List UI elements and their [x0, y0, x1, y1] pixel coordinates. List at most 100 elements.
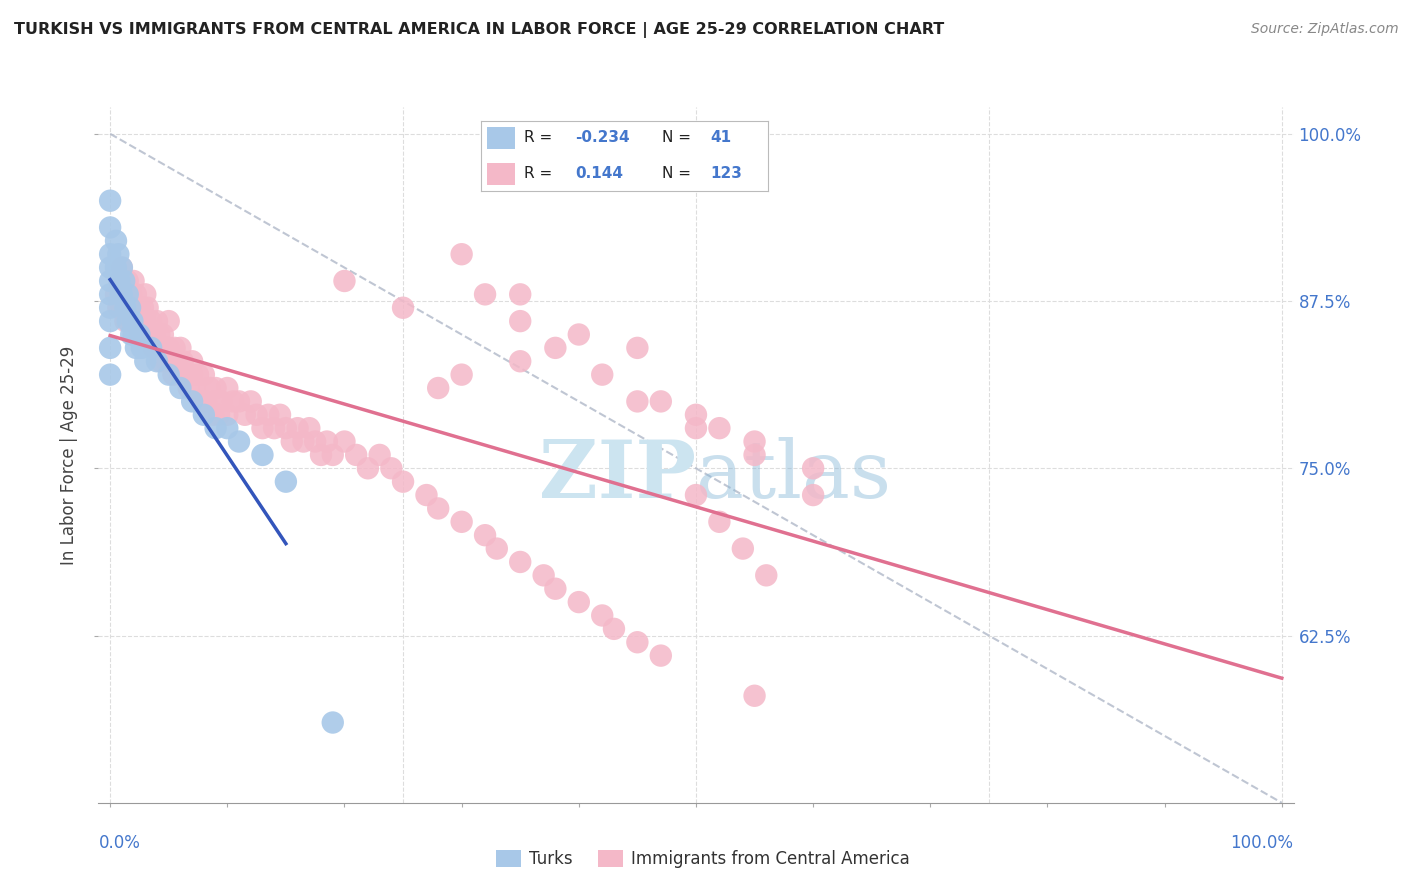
Point: [181, 354, 204, 368]
Point: [368, 448, 391, 462]
Point: [146, 314, 169, 328]
Point: [120, 327, 142, 342]
Point: [392, 475, 415, 489]
Point: [117, 287, 139, 301]
Point: [292, 434, 315, 449]
Point: [246, 408, 269, 422]
Point: [142, 341, 165, 355]
Point: [105, 260, 128, 275]
Point: [98, 260, 121, 275]
Point: [204, 381, 226, 395]
Point: [222, 394, 245, 409]
Point: [544, 582, 567, 596]
Point: [98, 247, 121, 261]
Point: [650, 394, 672, 409]
Point: [568, 327, 591, 342]
Point: [322, 448, 344, 462]
Point: [744, 434, 766, 449]
Point: [160, 354, 183, 368]
Point: [134, 314, 156, 328]
Point: [252, 448, 274, 462]
Point: [509, 555, 531, 569]
Point: [134, 354, 156, 368]
Point: [112, 274, 135, 288]
Point: [131, 341, 153, 355]
Point: [217, 421, 239, 435]
Point: [141, 314, 163, 328]
Text: Source: ZipAtlas.com: Source: ZipAtlas.com: [1251, 22, 1399, 37]
Point: [333, 274, 356, 288]
Point: [685, 421, 707, 435]
Point: [105, 287, 128, 301]
Point: [193, 408, 215, 422]
Point: [128, 327, 150, 342]
Point: [169, 341, 191, 355]
Point: [415, 488, 437, 502]
Point: [744, 689, 766, 703]
Point: [146, 354, 169, 368]
Point: [157, 341, 180, 355]
Point: [204, 394, 226, 409]
Point: [709, 421, 731, 435]
Point: [474, 528, 496, 542]
Point: [132, 301, 155, 315]
Point: [603, 622, 626, 636]
Point: [509, 354, 531, 368]
Point: [98, 194, 121, 208]
Point: [157, 368, 180, 382]
Point: [509, 287, 531, 301]
Point: [122, 301, 145, 315]
Point: [120, 287, 142, 301]
Point: [105, 234, 128, 248]
Point: [380, 461, 402, 475]
Point: [157, 314, 180, 328]
Y-axis label: In Labor Force | Age 25-29: In Labor Force | Age 25-29: [60, 345, 79, 565]
Point: [650, 648, 672, 663]
Point: [169, 381, 191, 395]
Point: [98, 220, 121, 235]
Point: [344, 448, 367, 462]
Point: [357, 461, 380, 475]
Point: [181, 368, 204, 382]
Point: [591, 368, 613, 382]
Point: [568, 595, 591, 609]
Text: ZIP: ZIP: [538, 437, 696, 515]
Point: [427, 381, 450, 395]
Point: [187, 368, 209, 382]
Point: [211, 394, 233, 409]
Point: [744, 448, 766, 462]
Point: [228, 434, 250, 449]
Point: [139, 327, 162, 342]
Point: [263, 421, 285, 435]
Point: [98, 287, 121, 301]
Point: [239, 394, 262, 409]
Point: [228, 394, 250, 409]
Point: [121, 314, 143, 328]
Point: [136, 301, 159, 315]
Point: [107, 247, 129, 261]
Point: [755, 568, 778, 582]
Point: [98, 341, 121, 355]
Point: [193, 368, 215, 382]
Point: [98, 314, 121, 328]
Point: [392, 301, 415, 315]
Point: [274, 421, 297, 435]
Point: [217, 408, 239, 422]
Point: [195, 394, 218, 409]
Point: [128, 327, 150, 342]
Point: [181, 394, 204, 409]
Point: [98, 368, 121, 382]
Point: [120, 301, 142, 315]
Point: [148, 327, 170, 342]
Point: [474, 287, 496, 301]
Point: [98, 274, 121, 288]
Point: [533, 568, 555, 582]
Point: [287, 421, 309, 435]
Point: [114, 314, 136, 328]
Text: atlas: atlas: [696, 437, 891, 515]
Point: [731, 541, 754, 556]
Point: [208, 408, 231, 422]
Point: [122, 327, 145, 342]
Point: [685, 488, 707, 502]
Point: [111, 260, 134, 275]
